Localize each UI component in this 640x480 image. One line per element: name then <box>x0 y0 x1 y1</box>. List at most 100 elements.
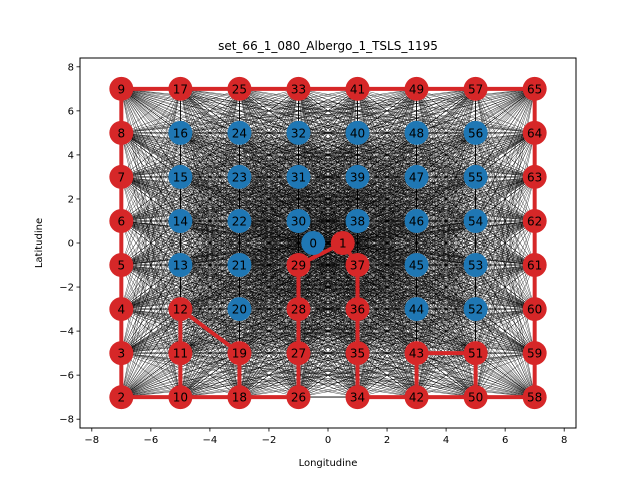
node-marker <box>286 76 311 101</box>
node-label: 48 <box>409 126 424 140</box>
node-marker <box>345 208 370 233</box>
node-label: 3 <box>118 347 126 361</box>
node-marker <box>404 297 429 322</box>
node-marker <box>404 208 429 233</box>
chart-title: set_66_1_080_Albergo_1_TSLS_1195 <box>218 39 438 53</box>
graph-edge <box>239 264 299 398</box>
graph-edge <box>475 88 535 266</box>
node-label: 44 <box>409 303 424 317</box>
graph-node: 32 <box>286 120 311 145</box>
graph-node: 35 <box>345 341 370 366</box>
graph-edge <box>121 88 181 398</box>
node-label: 12 <box>173 303 188 317</box>
node-marker <box>522 120 547 145</box>
node-marker <box>109 385 134 410</box>
graph-edge <box>475 264 535 398</box>
graph-edge <box>357 220 417 398</box>
graph-node: 24 <box>227 120 252 145</box>
graph-edge <box>298 88 358 310</box>
graph-node: 2 <box>109 385 134 410</box>
graph-edge <box>180 352 240 398</box>
graph-edge <box>180 176 240 398</box>
graph-node: 26 <box>286 385 311 410</box>
y-tick-label: −4 <box>59 327 74 338</box>
node-label: 11 <box>173 347 188 361</box>
node-label: 16 <box>173 126 188 140</box>
node-marker <box>345 76 370 101</box>
graph-node: 30 <box>286 208 311 233</box>
graph-edge <box>357 88 417 266</box>
node-marker <box>227 341 252 366</box>
graph-edge <box>121 88 181 310</box>
node-label: 15 <box>173 170 188 184</box>
graph-node: 40 <box>345 120 370 145</box>
node-marker <box>345 297 370 322</box>
graph-edge <box>121 308 181 398</box>
graph-edge <box>239 308 299 398</box>
node-marker <box>168 341 193 366</box>
graph-node: 59 <box>522 341 547 366</box>
graph-edge <box>475 220 535 398</box>
graph-node: 25 <box>227 76 252 101</box>
y-tick-label: 6 <box>68 106 74 117</box>
graph-edge <box>180 88 240 266</box>
y-tick-label: 8 <box>68 62 74 73</box>
node-label: 63 <box>527 170 542 184</box>
graph-node: 46 <box>404 208 429 233</box>
graph-node: 19 <box>227 341 252 366</box>
graph-node: 62 <box>522 208 547 233</box>
x-tick-label: 4 <box>443 435 449 446</box>
node-marker <box>463 385 488 410</box>
node-label: 35 <box>350 347 365 361</box>
node-marker <box>168 253 193 278</box>
graph-node: 57 <box>463 76 488 101</box>
graph-edge <box>416 88 476 398</box>
node-marker <box>286 120 311 145</box>
graph-node: 56 <box>463 120 488 145</box>
graph-edge <box>180 220 240 398</box>
node-marker <box>286 208 311 233</box>
node-marker <box>301 231 326 255</box>
node-label: 54 <box>468 214 483 228</box>
graph-node: 17 <box>168 76 193 101</box>
y-tick-label: −6 <box>59 371 74 382</box>
node-marker <box>463 76 488 101</box>
graph-edge <box>475 88 535 178</box>
node-marker <box>463 164 488 189</box>
graph-edge <box>239 220 299 398</box>
graph-edge <box>416 88 476 266</box>
y-tick-label: 4 <box>68 150 74 161</box>
graph-node: 6 <box>109 208 134 233</box>
node-marker <box>463 341 488 366</box>
node-label: 18 <box>232 391 247 405</box>
node-marker <box>522 164 547 189</box>
graph-node: 41 <box>345 76 370 101</box>
graph-edge <box>416 220 476 398</box>
node-marker <box>404 120 429 145</box>
graph-node: 29 <box>286 253 311 278</box>
node-label: 51 <box>468 347 483 361</box>
graph-edge <box>357 176 417 398</box>
y-tick-label: −8 <box>59 415 74 426</box>
x-tick-label: 6 <box>502 435 508 446</box>
node-marker <box>168 297 193 322</box>
graph-node: 23 <box>227 164 252 189</box>
node-marker <box>404 341 429 366</box>
node-marker <box>109 208 134 233</box>
node-label: 8 <box>118 126 126 140</box>
node-label: 10 <box>173 391 188 405</box>
node-label: 47 <box>409 170 424 184</box>
node-marker <box>463 253 488 278</box>
x-tick-label: 2 <box>384 435 390 446</box>
x-axis-ticks: −8 −6 −4 −2 0 2 4 6 8 <box>84 428 567 446</box>
x-tick-label: 0 <box>325 435 331 446</box>
node-label: 33 <box>291 82 306 96</box>
graph-node: 15 <box>168 164 193 189</box>
node-marker <box>330 231 355 255</box>
node-marker <box>286 385 311 410</box>
node-label: 57 <box>468 82 483 96</box>
x-tick-label: −8 <box>84 435 99 446</box>
graph-edge <box>416 176 476 398</box>
graph-edge <box>121 176 181 398</box>
node-label: 22 <box>232 214 247 228</box>
